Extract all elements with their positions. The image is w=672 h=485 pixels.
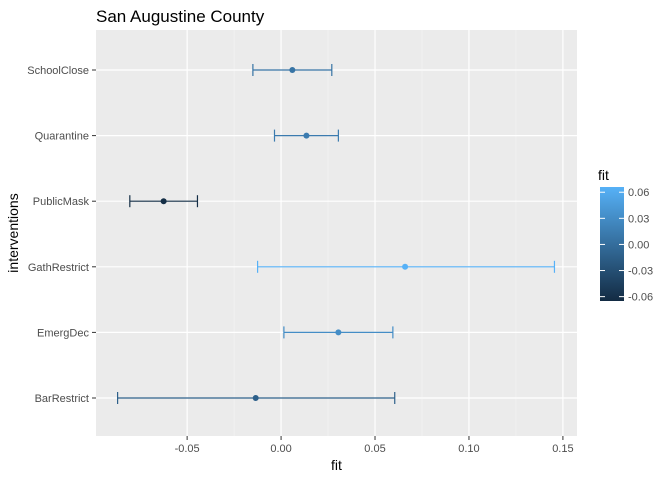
legend-tick-label: -0.06 [628,292,653,304]
legend-tick-label: 0.03 [628,213,649,225]
fit-point [303,132,310,139]
legend: fit -0.06 -0.03 0.00 0.03 0.06 [598,167,653,304]
fit-point [402,263,409,270]
legend-tick-label: 0.06 [628,187,649,199]
y-tick-label: EmergDec [37,327,89,339]
errorbar-PublicMask [129,195,199,208]
x-tick-label: -0.05 [175,443,200,455]
x-tick-label: 0.15 [552,443,573,455]
plot-panel [96,30,577,436]
fit-point [252,395,259,401]
chart-title: San Augustine County [96,7,265,26]
errorbar-GathRestrict [256,260,556,273]
y-tick-label: GathRestrict [28,262,89,274]
x-tick-label: 0.10 [458,443,479,455]
y-tick-label: Quarantine [35,131,89,143]
errorbar-SchoolClose [252,64,333,76]
x-axis-label: fit [331,457,342,473]
x-tick-label: 0.00 [270,443,291,455]
errorbar-BarRestrict [117,392,396,404]
errorbar-Quarantine [273,129,339,142]
x-axis: -0.05 0.00 0.05 0.10 0.15 [175,436,574,455]
x-tick-label: 0.05 [364,443,385,455]
errorbar-EmergDec [283,326,394,339]
marks-layer [117,64,556,404]
y-axis: SchoolClose Quarantine PublicMask GathRestr… [27,65,96,405]
y-tick-label: BarRestrict [35,393,89,405]
y-tick-label: SchoolClose [27,65,89,77]
fit-point [289,67,296,73]
legend-tick-label: -0.03 [628,266,653,278]
y-tick-label: PublicMask [33,196,90,208]
fit-point [160,198,167,205]
legend-tick-label: 0.00 [628,239,649,251]
y-axis-label: interventions [5,193,21,272]
fit-point [335,329,342,336]
legend-title: fit [598,167,609,183]
